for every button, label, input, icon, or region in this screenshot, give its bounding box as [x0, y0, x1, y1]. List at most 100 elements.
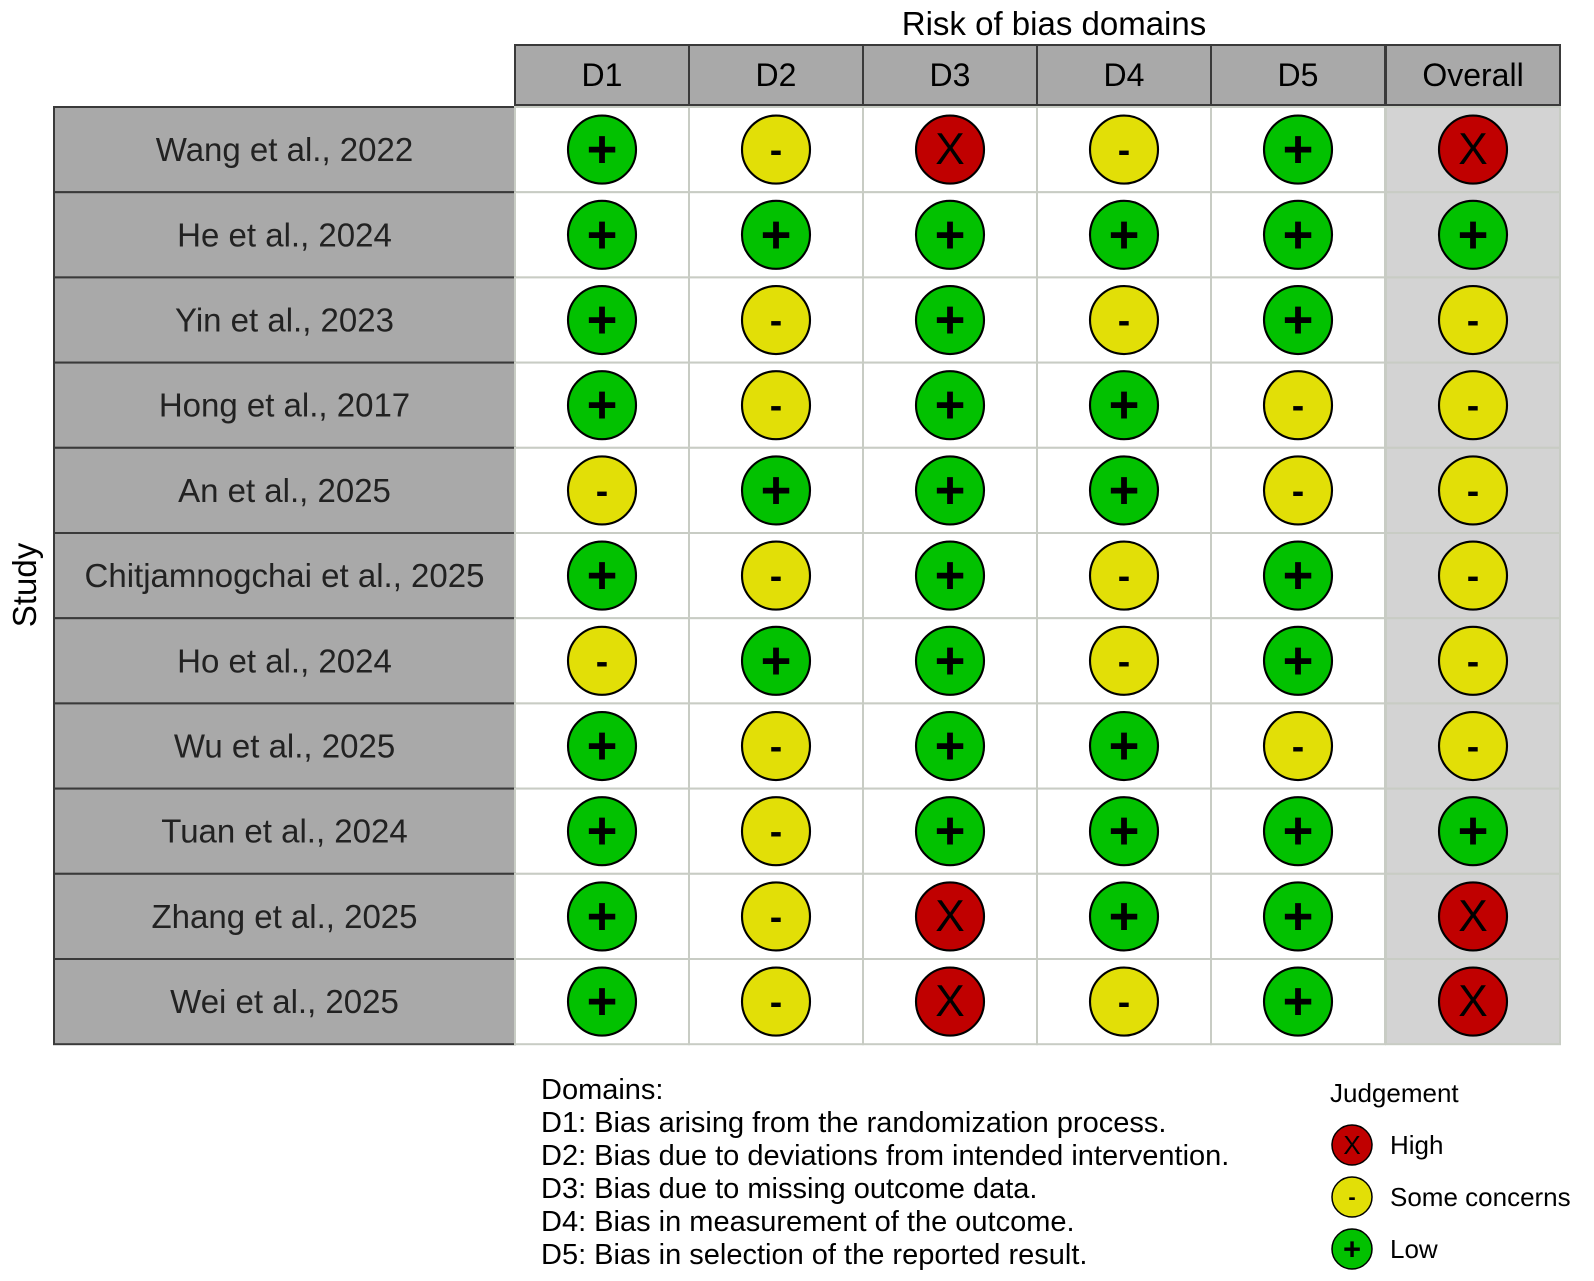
judgement-d4-low-circle — [1088, 710, 1160, 782]
judgement-d4-low: + — [1088, 881, 1160, 952]
domains-legend-heading: Domains: — [541, 1074, 664, 1106]
study-label: Chitjamnogchai et al., 2025 — [85, 557, 485, 594]
judgement-d2-low: + — [740, 625, 812, 696]
judgement-d2-some-concerns-circle — [740, 881, 812, 952]
judgement-overall-some-concerns-circle — [1437, 455, 1509, 526]
judgement-d1-low: + — [566, 881, 638, 952]
judgement-d5-low: + — [1262, 284, 1334, 356]
judgement-d2-some-concerns-glyph: - — [770, 299, 782, 341]
judgement-d2-some-concerns-circle — [740, 966, 812, 1037]
judgement-d2-some-concerns: - — [740, 370, 812, 441]
legend-item-low: + Low — [1330, 1223, 1594, 1275]
judgement-d5-low-circle — [1262, 881, 1334, 952]
judgement-d3-high: X — [914, 881, 986, 952]
judgement-d4-low-glyph: + — [1109, 717, 1140, 776]
judgement-d2-some-concerns: - — [740, 966, 812, 1037]
judgement-overall-some-concerns-circle — [1437, 370, 1509, 441]
judgement-d1-low-circle — [566, 966, 638, 1037]
judgement-d4-some-concerns-glyph: - — [1118, 129, 1130, 171]
judgement-d3-low-glyph: + — [935, 461, 966, 520]
judgement-d4-some-concerns: - — [1088, 114, 1160, 185]
study-cell — [53, 787, 516, 875]
judgement-d4-some-concerns-glyph: - — [1118, 299, 1130, 341]
legend-item-high: X High — [1330, 1119, 1594, 1171]
study-label: He et al., 2024 — [177, 216, 392, 253]
judgement-d5-low-glyph: + — [1283, 291, 1314, 350]
judgement-d1-low: + — [566, 966, 638, 1037]
judgement-d3-high-circle — [914, 881, 986, 952]
judgement-d5-low: + — [1262, 881, 1334, 952]
judgement-d5-some-concerns-circle — [1262, 710, 1334, 782]
judgement-d5-some-concerns-glyph: - — [1292, 469, 1304, 511]
judgement-overall-some-concerns-glyph: - — [1467, 384, 1479, 426]
judgement-d3-low-circle — [914, 455, 986, 526]
judgement-overall-high-circle — [1437, 966, 1509, 1037]
judgement-d1-some-concerns-glyph: - — [596, 640, 608, 682]
judgement-d5-low-glyph: + — [1283, 972, 1314, 1031]
judgement-d4-some-concerns-glyph: - — [1118, 640, 1130, 682]
judgement-d3-high-circle — [914, 966, 986, 1037]
judgement-d5-low-circle — [1262, 114, 1334, 185]
judgement-d3-high: X — [914, 966, 986, 1037]
row-wei-et-al-2025: Wei et al., 2025 + - X - + X — [53, 958, 1561, 1046]
judgement-d3-low: + — [914, 370, 986, 441]
legend-symbol-some-concerns-glyph: - — [1348, 1185, 1355, 1210]
study-label: Wang et al., 2022 — [156, 131, 413, 168]
judgement-d5-some-concerns-circle — [1262, 455, 1334, 526]
judgement-d3-low-circle — [914, 199, 986, 270]
judgement-d5-low-glyph: + — [1283, 546, 1314, 605]
judgement-d3-low-glyph: + — [935, 205, 966, 264]
row-tuan-et-al-2024: Tuan et al., 2024 + - + + + + — [53, 787, 1561, 875]
judgement-overall-some-concerns-circle — [1437, 284, 1509, 356]
judgement-d1-low: + — [566, 796, 638, 867]
judgement-overall-high: X — [1437, 114, 1509, 185]
legend-label-some-concerns: Some concerns — [1390, 1181, 1571, 1212]
judgement-d5-low-glyph: + — [1283, 120, 1314, 179]
study-label: Hong et al., 2017 — [159, 387, 410, 424]
judgement-d4-low-circle — [1088, 881, 1160, 952]
header-label-d3: D3 — [930, 57, 971, 93]
judgement-overall-high-glyph: X — [1458, 977, 1487, 1026]
study-label: An et al., 2025 — [178, 472, 391, 509]
judgement-d5-some-concerns: - — [1262, 710, 1334, 782]
judgement-d1-low: + — [566, 540, 638, 611]
judgement-d3-low: + — [914, 710, 986, 782]
judgement-d2-some-concerns-glyph: - — [770, 129, 782, 171]
study-cell — [53, 702, 516, 790]
judgement-d1-some-concerns: - — [566, 625, 638, 696]
judgement-d2-low: + — [740, 455, 812, 526]
header-overall: Overall — [1385, 44, 1561, 106]
judgement-d1-some-concerns-circle — [566, 455, 638, 526]
domains-legend-d5: D5: Bias in selection of the reported re… — [541, 1239, 1088, 1271]
judgement-d1-some-concerns-circle — [566, 625, 638, 696]
judgement-overall-some-concerns-glyph: - — [1467, 555, 1479, 597]
judgement-d1-low-glyph: + — [587, 887, 618, 946]
judgement-overall-high-circle — [1437, 114, 1509, 185]
judgement-d2-some-concerns-glyph: - — [770, 981, 782, 1023]
judgement-overall-high: X — [1437, 881, 1509, 952]
judgement-d2-some-concerns-circle — [740, 540, 812, 611]
judgement-d3-high-circle — [914, 114, 986, 185]
judgement-d4-low-glyph: + — [1109, 461, 1140, 520]
study-rows: Wang et al., 2022 + - X - + X He et al., 2024 + +… — [53, 106, 1561, 1046]
judgement-d4-low: + — [1088, 710, 1160, 782]
judgement-d3-low-circle — [914, 370, 986, 441]
judgement-d1-low: + — [566, 284, 638, 356]
row-zhang-et-al-2025: Zhang et al., 2025 + - X + + X — [53, 872, 1561, 960]
judgement-d5-low: + — [1262, 114, 1334, 185]
judgement-d4-some-concerns-circle — [1088, 625, 1160, 696]
judgement-d1-low-glyph: + — [587, 291, 618, 350]
domains-legend-d3: D3: Bias due to missing outcome data. — [541, 1173, 1038, 1205]
judgement-overall-some-concerns-circle — [1437, 540, 1509, 611]
judgement-d5-some-concerns: - — [1262, 370, 1334, 441]
judgement-overall-some-concerns: - — [1437, 710, 1509, 782]
judgement-d5-low-circle — [1262, 966, 1334, 1037]
judgement-d5-low: + — [1262, 199, 1334, 270]
judgement-legend-title: Judgement — [1330, 1078, 1459, 1108]
judgement-d5-low-glyph: + — [1283, 802, 1314, 861]
judgement-d3-high-glyph: X — [935, 892, 964, 941]
row-chitjamnogchai-et-al-2025: Chitjamnogchai et al., 2025 + - + - + - — [53, 532, 1561, 620]
judgement-d5-low-glyph: + — [1283, 887, 1314, 946]
domains-legend-d2: D2: Bias due to deviations from intended… — [541, 1140, 1230, 1172]
